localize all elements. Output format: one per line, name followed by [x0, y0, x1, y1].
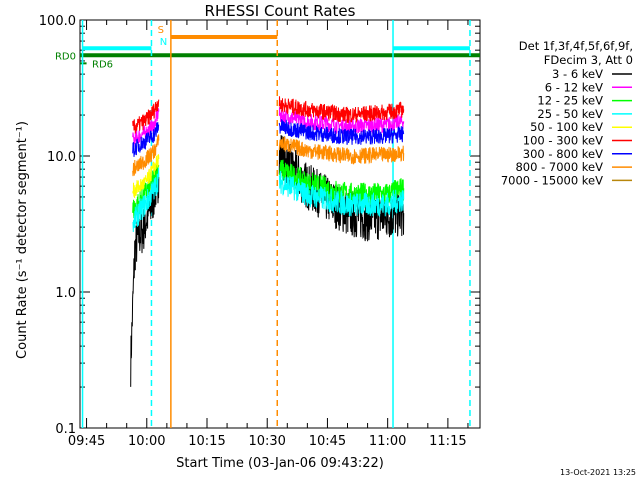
legend-label: 7000 - 15000 keV: [501, 173, 603, 187]
legend-label: 800 - 7000 keV: [515, 160, 603, 174]
legend-header-line-2: FDecim 3, Att 0: [544, 53, 633, 67]
y-tick-label: 0.1: [55, 422, 76, 437]
x-axis-label: Start Time (03-Jan-06 09:43:22): [176, 456, 384, 471]
series-line-7: [132, 134, 160, 177]
plot-area: 0.1 1.0 10.0 100.0 09:45 10:00 10:15 10:30 10:45…: [39, 14, 632, 449]
legend-label: 3 - 6 keV: [552, 67, 603, 81]
annotation-rd6: RD6: [92, 59, 113, 70]
legend-header-line-1: Det 1f,3f,4f,5f,6f,9f,: [519, 39, 633, 53]
series-line-6: [132, 122, 160, 157]
legend-label: 25 - 50 keV: [537, 107, 603, 121]
legend-label: 6 - 12 keV: [545, 80, 603, 94]
series-line-4: [132, 154, 160, 199]
series-line-1: [278, 107, 405, 135]
series-line-3: [132, 167, 160, 233]
x-tick-label: 10:15: [188, 434, 225, 449]
legend-label: 50 - 100 keV: [530, 120, 603, 134]
chart-title: RHESSI Count Rates: [205, 2, 356, 20]
legend-label: 300 - 800 keV: [523, 147, 603, 161]
x-tick-label: 09:45: [68, 434, 105, 449]
footer-timestamp: 13-Oct-2021 13:25: [560, 468, 636, 477]
y-tick-label: 100.0: [39, 14, 76, 29]
series-line-6: [278, 119, 405, 145]
series-line-3: [278, 170, 405, 217]
y-axis-label: Count Rate (s⁻¹ detector segment⁻¹): [15, 121, 30, 359]
series-line-7: [278, 136, 405, 165]
annotation-rd0: RD0: [55, 51, 76, 62]
legend-label: 100 - 300 keV: [523, 134, 603, 148]
series-line-2: [132, 161, 160, 219]
annotation-n: N: [160, 37, 167, 48]
x-tick-label: 10:30: [248, 434, 285, 449]
x-tick-label: 10:00: [128, 434, 165, 449]
y-tick-label: 10.0: [47, 150, 76, 165]
plot-frame: [79, 19, 481, 429]
series-line-5: [132, 99, 160, 134]
annotation-s: S: [158, 25, 164, 36]
series-line-5: [278, 96, 405, 124]
x-tick-label: 11:00: [369, 434, 406, 449]
x-tick-label: 10:45: [309, 434, 346, 449]
y-tick-label: 1.0: [55, 286, 76, 301]
x-tick-label: 11:15: [429, 434, 466, 449]
legend-label: 12 - 25 keV: [537, 94, 603, 108]
y-axis-label-group: Count Rate (s⁻¹ detector segment⁻¹): [15, 121, 30, 359]
